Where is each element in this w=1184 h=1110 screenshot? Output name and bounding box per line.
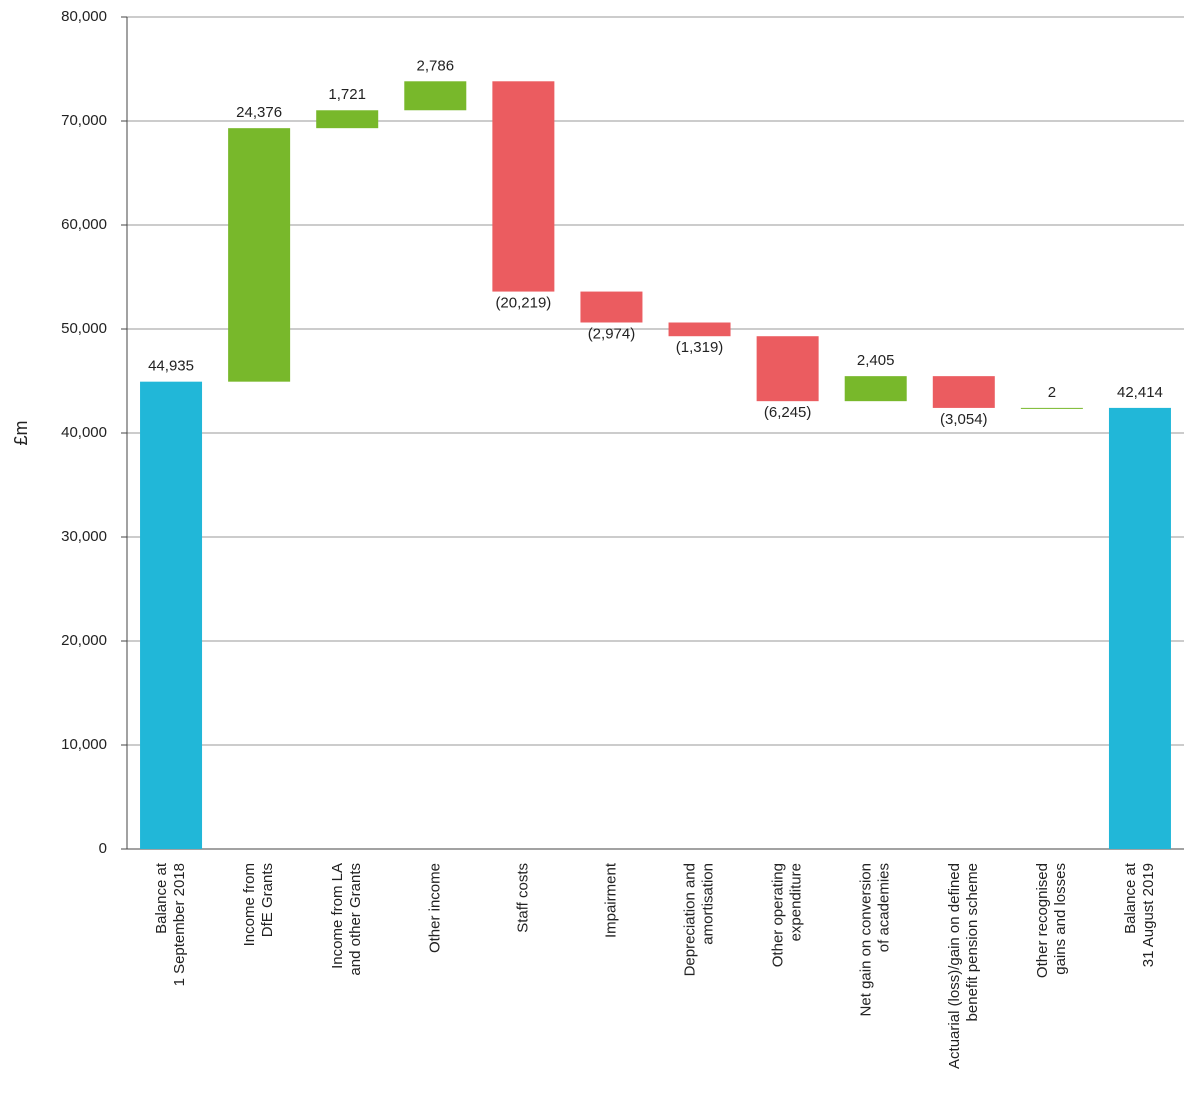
x-tick-label: Other recognised <box>1034 863 1051 978</box>
y-tick-label: 40,000 <box>61 424 107 441</box>
value-label: 42,414 <box>1117 384 1163 401</box>
x-tick-label: Actuarial (loss)/gain on defined <box>946 863 963 1069</box>
bar <box>492 81 555 292</box>
y-tick-label: 80,000 <box>61 8 107 25</box>
y-tick-label: 0 <box>99 840 107 857</box>
x-tick-label: DfE Grants <box>259 863 276 937</box>
value-label: (6,245) <box>764 404 812 421</box>
y-tick-label: 20,000 <box>61 632 107 649</box>
y-tick-label: 30,000 <box>61 528 107 545</box>
bar <box>844 376 907 402</box>
x-tick-label: Income from LA <box>329 863 346 969</box>
bar <box>1020 407 1083 409</box>
x-tick-label: amortisation <box>700 863 717 945</box>
x-tick-label: expenditure <box>788 863 805 941</box>
bar <box>140 381 203 849</box>
x-tick-label: 31 August 2019 <box>1140 863 1157 967</box>
x-tick-label: and other Grants <box>347 863 364 976</box>
bar <box>404 81 467 111</box>
bar <box>1108 407 1171 849</box>
value-label: (20,219) <box>495 295 551 312</box>
x-tick-label: benefit pension scheme <box>964 863 981 1021</box>
value-label: (3,054) <box>940 411 988 428</box>
value-label: (2,974) <box>588 325 636 342</box>
bar <box>580 291 643 323</box>
bar <box>932 376 995 408</box>
x-tick-label: Income from <box>241 863 258 946</box>
x-tick-label: 1 September 2018 <box>171 863 188 986</box>
y-tick-label: 10,000 <box>61 736 107 753</box>
y-tick-label: 70,000 <box>61 112 107 129</box>
x-tick-label: gains and losses <box>1052 863 1069 975</box>
value-label: 2,405 <box>857 352 895 369</box>
value-label: 2,786 <box>417 57 455 74</box>
value-label: 44,935 <box>148 358 194 375</box>
bar <box>756 336 819 402</box>
value-label: 24,376 <box>236 104 282 121</box>
y-tick-label: 50,000 <box>61 320 107 337</box>
value-label: 2 <box>1048 384 1056 401</box>
x-tick-label: Net gain on conversion <box>858 863 875 1016</box>
bar <box>668 322 731 337</box>
bar <box>316 110 379 129</box>
x-tick-label: Balance at <box>153 862 170 934</box>
y-tick-label: 60,000 <box>61 216 107 233</box>
y-axis-label: £m <box>11 420 31 445</box>
x-tick-label: Balance at <box>1122 862 1139 934</box>
value-label: 1,721 <box>328 86 366 103</box>
x-tick-label: of academies <box>876 863 893 952</box>
x-tick-label: Depreciation and <box>682 863 699 976</box>
x-tick-label: Impairment <box>602 862 619 938</box>
bar <box>228 128 291 382</box>
value-label: (1,319) <box>676 339 724 356</box>
x-tick-label: Staff costs <box>514 863 531 933</box>
x-tick-label: Other income <box>426 863 443 953</box>
x-tick-label: Other operating <box>770 863 787 967</box>
